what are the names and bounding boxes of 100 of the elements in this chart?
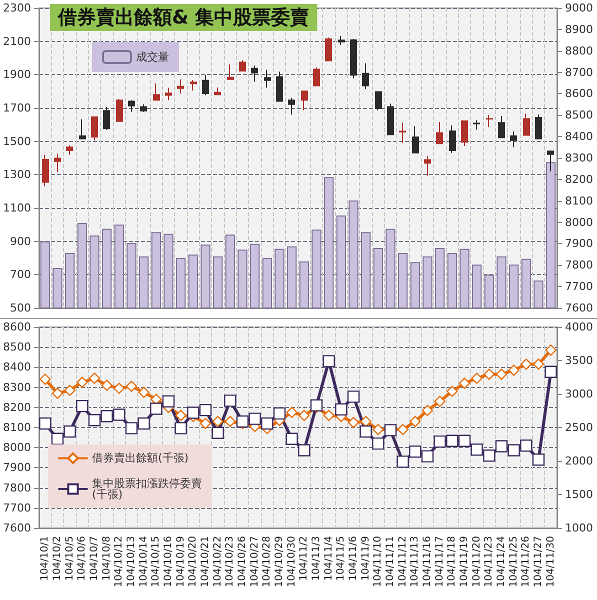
y-tick-label: 2100 [2,34,31,48]
x-tick-label: 104/11/26 [520,536,532,588]
candlestick [165,87,172,101]
point [410,416,421,428]
x-tick-label: 104/11/4 [323,536,334,581]
y-tick-label: 8000 [2,441,31,454]
x-tick-label: 104/10/19 [175,536,186,588]
x-tick-label: 104/11/30 [545,536,556,588]
point [372,437,384,450]
y-tick-label: 7700 [2,501,31,514]
point [360,425,372,438]
candlestick [227,64,234,80]
point [175,410,186,422]
candlestick [399,122,406,144]
x-tick-label: 104/11/13 [410,536,421,588]
x-tick-label: 104/10/23 [224,536,236,588]
x-tick-label: 104/10/22 [212,536,224,588]
x-tick-label: 104/11/16 [422,536,433,588]
candlestick [251,65,258,82]
legend-label: 集中股票扣漲跌停委賣(千張) [92,477,202,501]
candlestick [177,78,184,94]
x-tick-label: 104/10/15 [150,536,162,588]
point [520,439,532,452]
point [434,396,446,407]
candlestick [190,80,197,91]
candlestick [523,113,530,136]
point [434,435,446,448]
candlestick [66,144,73,156]
x-tick-label: 104/11/18 [446,536,458,588]
point [335,403,348,416]
y2-tick-label: 7700 [565,280,593,294]
point [446,434,458,447]
point [88,414,101,426]
candlestick [424,156,431,176]
point [236,415,249,428]
point [150,402,162,415]
x-tick-label: 104/11/6 [348,536,359,581]
x-tick-label: 104/11/24 [496,536,507,588]
y2-tick-label: 8900 [565,22,593,36]
x-tick-label: 104/11/9 [360,536,372,581]
point [261,417,274,430]
point [126,380,138,392]
y-tick-label: 8400 [2,360,31,374]
point [545,344,556,356]
point [422,404,434,416]
candlestick [350,38,357,79]
x-tick-label: 104/10/13 [126,536,137,588]
point [100,410,113,422]
x-tick-label: 104/10/20 [188,536,199,588]
candlestick [362,62,369,90]
point [298,444,310,456]
point [101,380,112,391]
x-tick-label: 104/10/28 [262,536,273,588]
x-tick-label: 104/10/8 [101,536,112,581]
point [88,372,100,384]
x-tick-label: 104/10/27 [249,536,260,588]
candlestick [486,114,493,128]
point [347,390,360,403]
candlestick [473,120,480,130]
x-tick-label: 104/11/19 [459,536,470,588]
point [286,432,298,445]
point [40,374,51,385]
y2-tick-label: 8700 [565,66,593,79]
candlestick [276,71,283,102]
candlestick [264,69,271,88]
x-tick-label: 104/10/6 [76,536,88,581]
point [162,395,175,408]
point [544,366,557,378]
y2-tick-label: 8400 [565,130,593,144]
point [248,412,261,425]
y2-tick-label: 4000 [565,320,593,334]
y2-tick-label: 7900 [565,237,593,250]
point [212,416,224,428]
candlestick [301,90,308,111]
x-tick-label: 104/10/30 [286,536,298,588]
x-tick-label: 104/11/20 [471,536,482,588]
point [76,376,88,388]
candlestick [153,82,160,102]
point [76,400,88,412]
y-tick-label: 1100 [2,202,31,214]
candlestick [375,90,382,111]
point [138,417,150,430]
point [484,368,495,380]
candlestick [338,35,345,46]
point [397,424,408,436]
y-tick-label: 8600 [2,320,31,334]
candlestick [202,74,209,96]
point [39,417,52,430]
candlestick [91,116,98,141]
point [495,440,508,452]
x-tick-label: 104/10/14 [138,536,150,588]
y2-tick-label: 2500 [565,421,593,434]
chart-title: 借券賣出餘額& 集中股票委賣 [57,6,310,28]
point [496,368,508,380]
point [212,426,224,439]
x-tick-label: 104/11/27 [533,536,544,588]
point [322,355,335,368]
point [125,422,138,434]
candlestick [239,60,246,72]
point [372,424,384,436]
